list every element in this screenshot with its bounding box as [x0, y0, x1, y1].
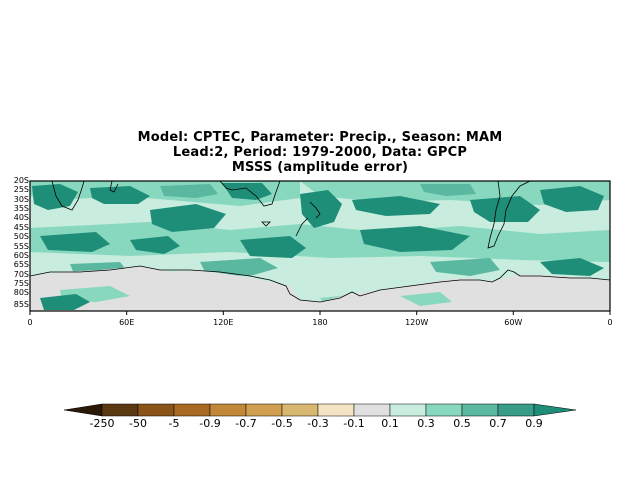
colorbar-label: 0.9: [525, 417, 543, 430]
colorbar-label: -5: [168, 417, 180, 430]
colorbar-swatch: [173, 403, 211, 417]
colorbar-label: -0.1: [343, 417, 365, 430]
lat-label: 65S: [13, 260, 29, 269]
colorbar-label: 0.1: [381, 417, 399, 430]
colorbar-label: 0.3: [417, 417, 435, 430]
msss-field: [30, 181, 610, 311]
colorbar-swatch: [389, 403, 427, 417]
lon-label: 60E: [119, 318, 135, 327]
colorbar-swatch: [209, 403, 247, 417]
colorbar-swatch: [101, 403, 139, 417]
lat-label: 25S: [13, 185, 29, 194]
lat-label: 75S: [13, 279, 29, 288]
lat-label: 35S: [13, 204, 29, 213]
colorbar-swatch: [137, 403, 175, 417]
colorbar-label: 0.5: [453, 417, 471, 430]
lat-label: 55S: [13, 242, 29, 251]
colorbar-swatch: [353, 403, 391, 417]
colorbar-label: -0.7: [235, 417, 257, 430]
colorbar-swatch: [245, 403, 283, 417]
lon-label: 120W: [405, 318, 429, 327]
colorbar-swatch: [425, 403, 463, 417]
colorbar-swatch: [461, 403, 499, 417]
lat-label: 60S: [13, 251, 29, 260]
colorbar-label: -250: [89, 417, 115, 430]
colorbar-swatch: [281, 403, 319, 417]
lat-label: 45S: [13, 223, 29, 232]
lon-label: 60W: [504, 318, 523, 327]
lon-label: 0: [607, 318, 613, 327]
lat-label: 50S: [13, 232, 29, 241]
lat-label: 30S: [13, 195, 29, 204]
lat-label: 85S: [13, 300, 29, 309]
lat-label: 70S: [13, 270, 29, 279]
colorbar-swatch: [317, 403, 355, 417]
colorbar-swatch: [497, 403, 535, 417]
lon-label: 180: [312, 318, 328, 327]
colorbar-label: -0.5: [271, 417, 293, 430]
colorbar-right-arrow: [533, 403, 577, 417]
lat-label: 40S: [13, 213, 29, 222]
colorbar-label: 0.7: [489, 417, 507, 430]
colorbar-left-arrow: [63, 403, 103, 417]
colorbar: [63, 403, 577, 417]
lat-label: 80S: [13, 288, 29, 297]
colorbar-label: -0.9: [199, 417, 221, 430]
title-line-1: Model: CPTEC, Parameter: Precip., Season…: [137, 130, 503, 145]
colorbar-label: -0.3: [307, 417, 329, 430]
title-line-3: MSSS (amplitude error): [231, 160, 409, 175]
lat-label: 20S: [13, 176, 29, 185]
colorbar-label: -50: [129, 417, 147, 430]
lon-label: 0: [27, 318, 33, 327]
lon-label: 120E: [213, 318, 234, 327]
title-line-2: Lead:2, Period: 1979-2000, Data: GPCP: [172, 145, 468, 160]
